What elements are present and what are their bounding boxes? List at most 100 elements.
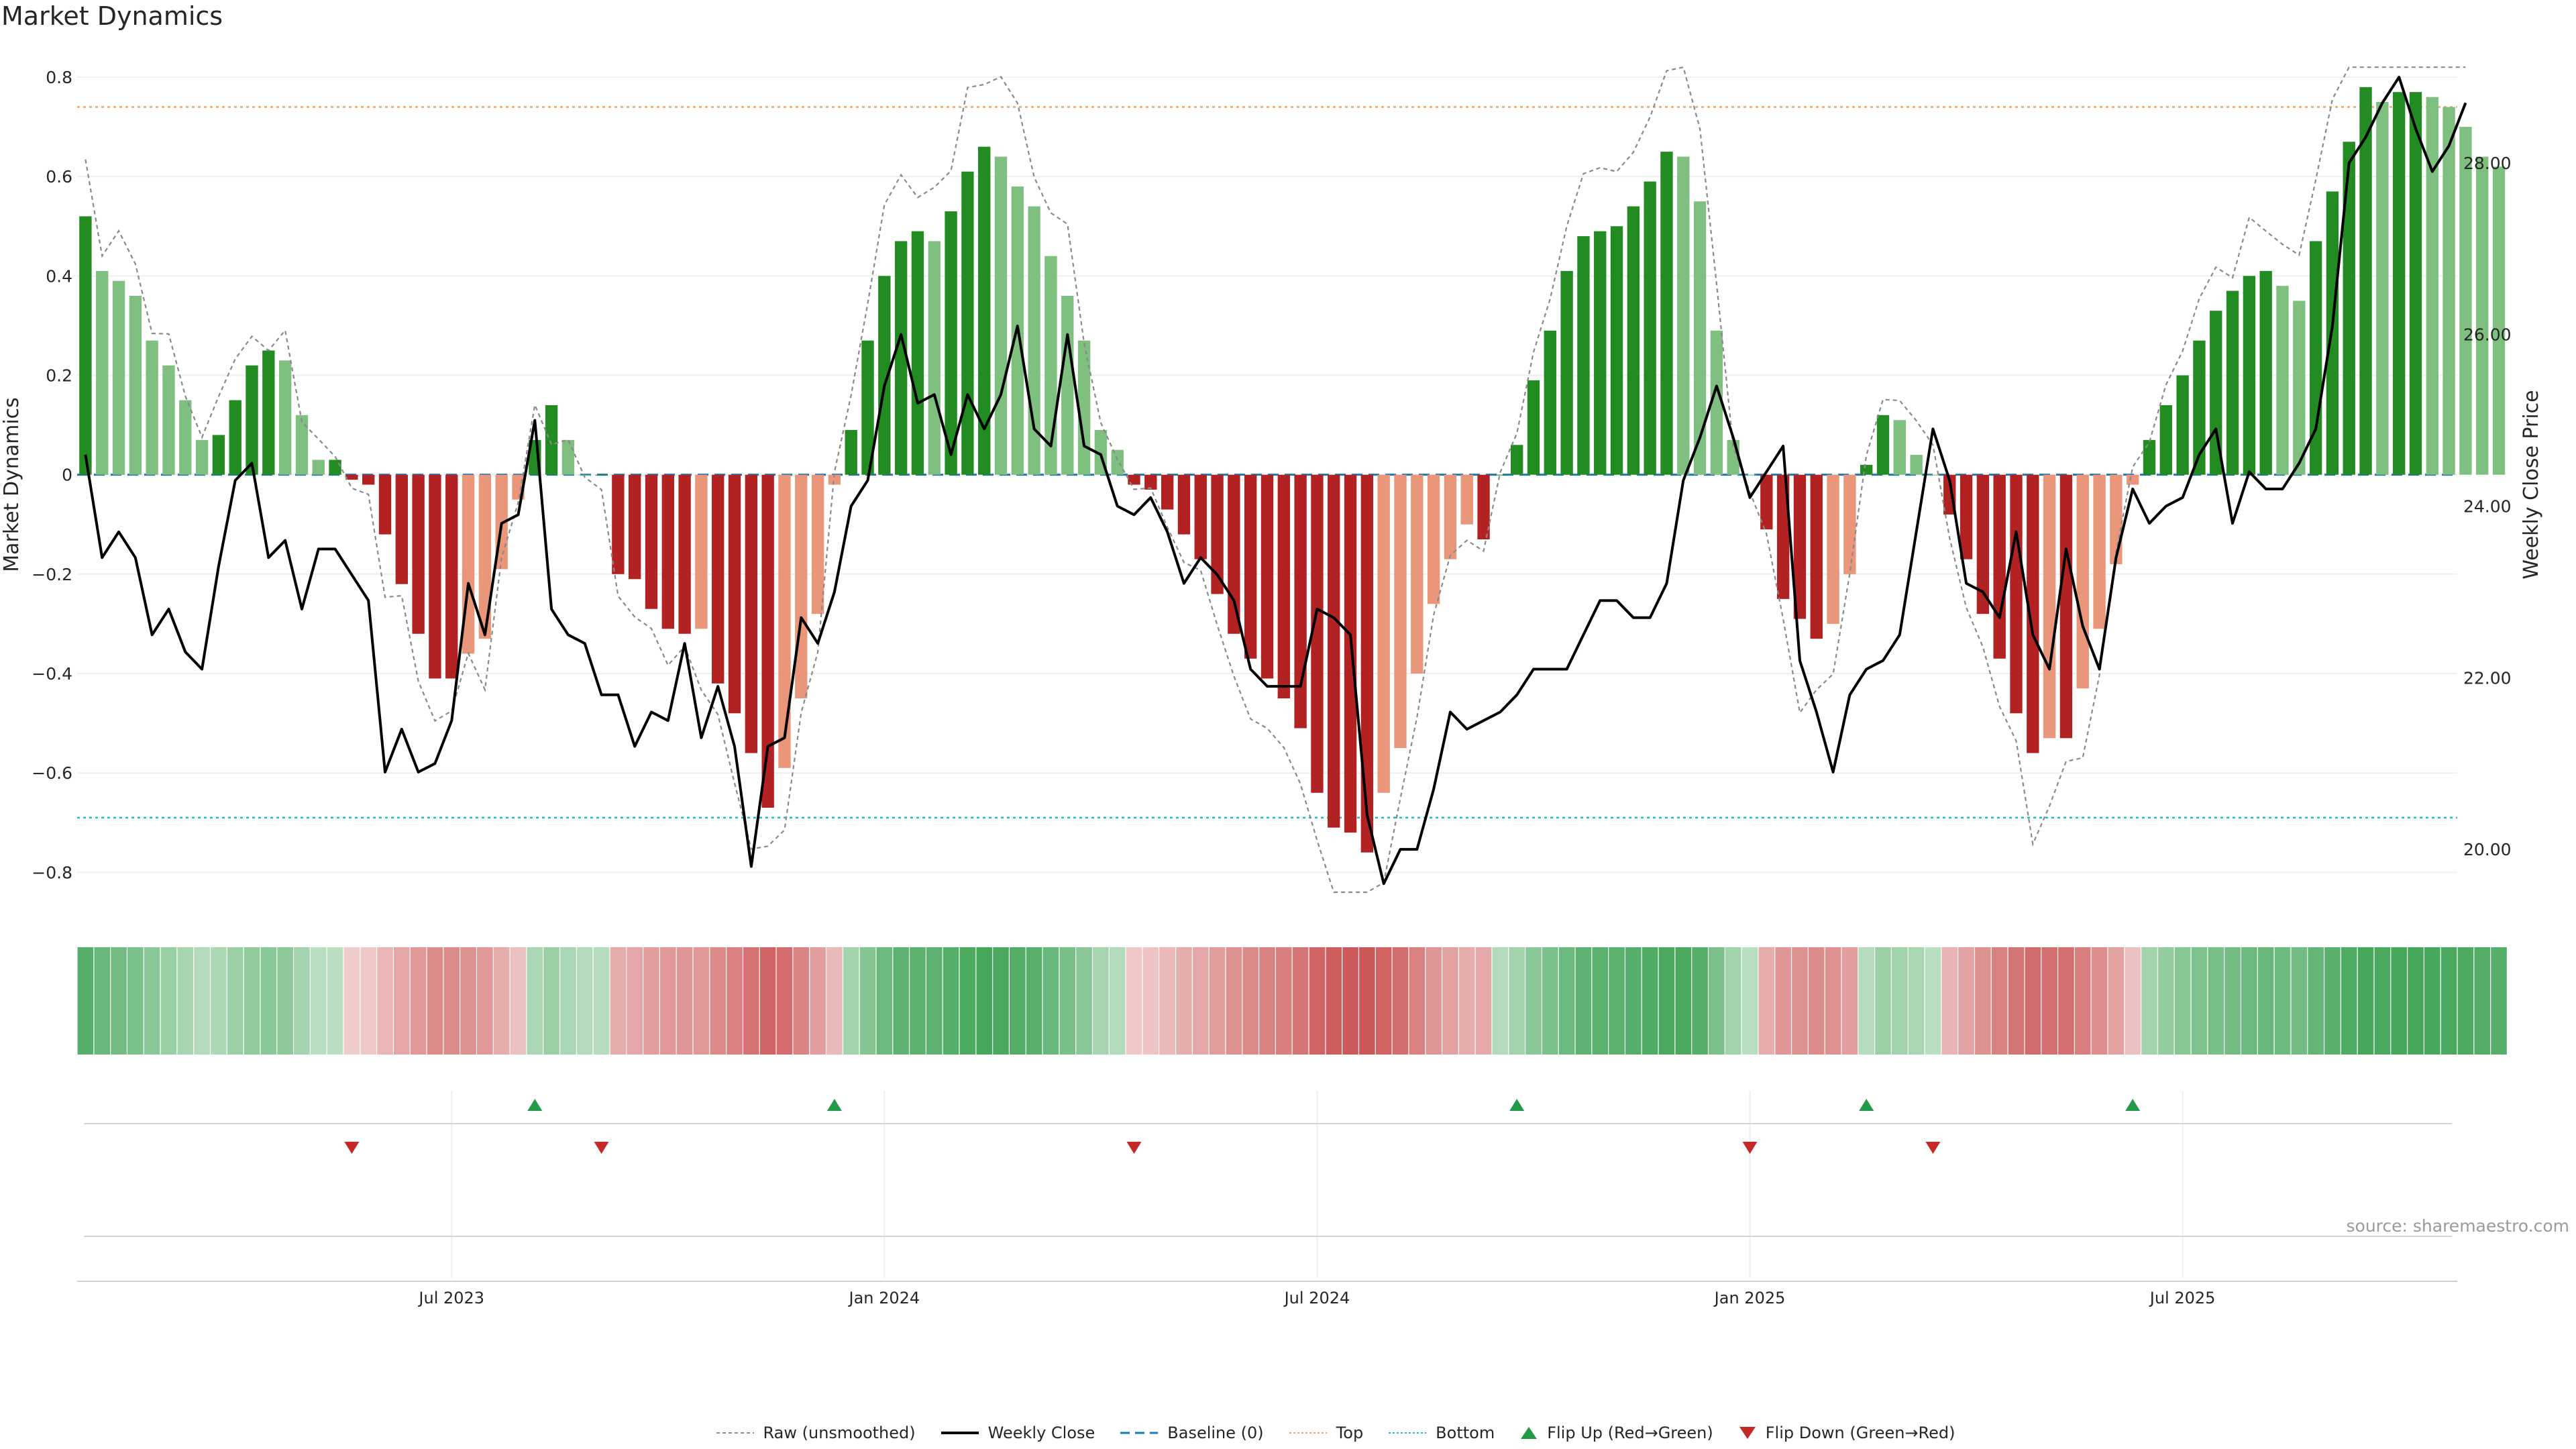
strip-cell [1642,947,1658,1055]
strip-cell [410,947,427,1055]
strip-cell [1625,947,1642,1055]
strip-cell [1392,947,1409,1055]
flip-up-marker [2125,1099,2141,1111]
strip-cell [1925,947,1941,1055]
strip-cell [477,947,493,1055]
momentum-bar [545,405,558,475]
strip-cell [1342,947,1358,1055]
momentum-bar [1910,455,1923,475]
flip-down-marker [1742,1142,1758,1154]
strip-cell [1892,947,1908,1055]
momentum-bar [2193,340,2206,475]
momentum-bar [1544,330,1556,475]
strip-cell [2025,947,2041,1055]
momentum-bar [1211,474,1224,594]
momentum-bar [1394,474,1407,749]
strip-cell [627,947,643,1055]
strip-cell [643,947,659,1055]
strip-cell [2157,947,2174,1055]
momentum-bar [1244,474,1257,659]
momentum-bar [861,340,874,475]
strip-cell [910,947,926,1055]
momentum-bar [1128,474,1140,485]
strip-cell [510,947,527,1055]
strip-cell [1958,947,1974,1055]
momentum-bar [612,474,625,574]
momentum-bar [994,156,1008,475]
strip-cell [759,947,776,1055]
momentum-bar [712,474,724,684]
momentum-bar [1876,415,1890,475]
strip-cell [194,947,210,1055]
strip-cell [1941,947,1958,1055]
strip-cell [793,947,810,1055]
strip-cell [160,947,177,1055]
momentum-bar [1494,474,1507,476]
momentum-bar [561,439,575,475]
strip-cell [1375,947,1392,1055]
momentum-bar [1827,474,1839,624]
momentum-bar [1993,474,2006,659]
strip-cell [2408,947,2424,1055]
strip-cell [144,947,160,1055]
strip-cell [1575,947,1592,1055]
momentum-bar [1444,474,1457,559]
y-tick-label: 0 [62,466,72,485]
y2-tick-label: 24.00 [2463,496,2512,516]
momentum-bar [2127,474,2139,485]
momentum-bar [1594,231,1607,475]
y2-axis-label: Weekly Close Price [2520,390,2543,579]
momentum-bar [878,276,891,475]
strip-cell [1775,947,1791,1055]
momentum-bar [811,474,824,614]
y2-tick-label: 20.00 [2463,840,2512,859]
momentum-bar [195,439,209,475]
strip-cell [1226,947,1242,1055]
strip-cell [576,947,593,1055]
strip-cell [360,947,377,1055]
momentum-bar [1610,226,1623,475]
strip-cell [94,947,111,1055]
momentum-bar [2459,127,2472,475]
strip-cell [427,947,443,1055]
momentum-bar [1328,474,1340,828]
strip-cell [1592,947,1609,1055]
strip-cell [1792,947,1808,1055]
strip-cell [1442,947,1458,1055]
momentum-bar [2143,439,2156,475]
momentum-bar [2392,92,2406,475]
strip-cell [1276,947,1292,1055]
raw-line [85,66,2466,894]
momentum-bar [278,360,292,475]
flip-up-icon [1521,1427,1538,1439]
strip-cell [1658,947,1675,1055]
strip-cell [1675,947,1692,1055]
momentum-bar [1860,464,1873,475]
strip-cell [1126,947,1142,1055]
flip-down-marker [594,1142,609,1154]
momentum-bar [595,474,608,476]
strip-cell [676,947,693,1055]
close-line-swatch [941,1432,979,1434]
strip-cell [2257,947,2274,1055]
momentum-bar [1427,474,1440,604]
momentum-bar [2010,474,2023,714]
strip-cell [460,947,476,1055]
strip-cell [1692,947,1708,1055]
momentum-bar [2476,156,2489,475]
momentum-bar [1660,152,1673,475]
momentum-bar [2492,166,2506,475]
strip-cell [1725,947,1741,1055]
strip-cell [111,947,127,1055]
strip-cell [1492,947,1509,1055]
momentum-bar [745,474,758,753]
x-tick-label: Jul 2025 [2149,1289,2216,1307]
y2-tick-label: 28.00 [2463,154,2512,173]
momentum-bar [1627,206,1640,475]
strip-cell [1975,947,1991,1055]
strip-cell [876,947,893,1055]
strip-cell [1475,947,1492,1055]
momentum-bar [2159,405,2172,475]
strip-cell [843,947,859,1055]
